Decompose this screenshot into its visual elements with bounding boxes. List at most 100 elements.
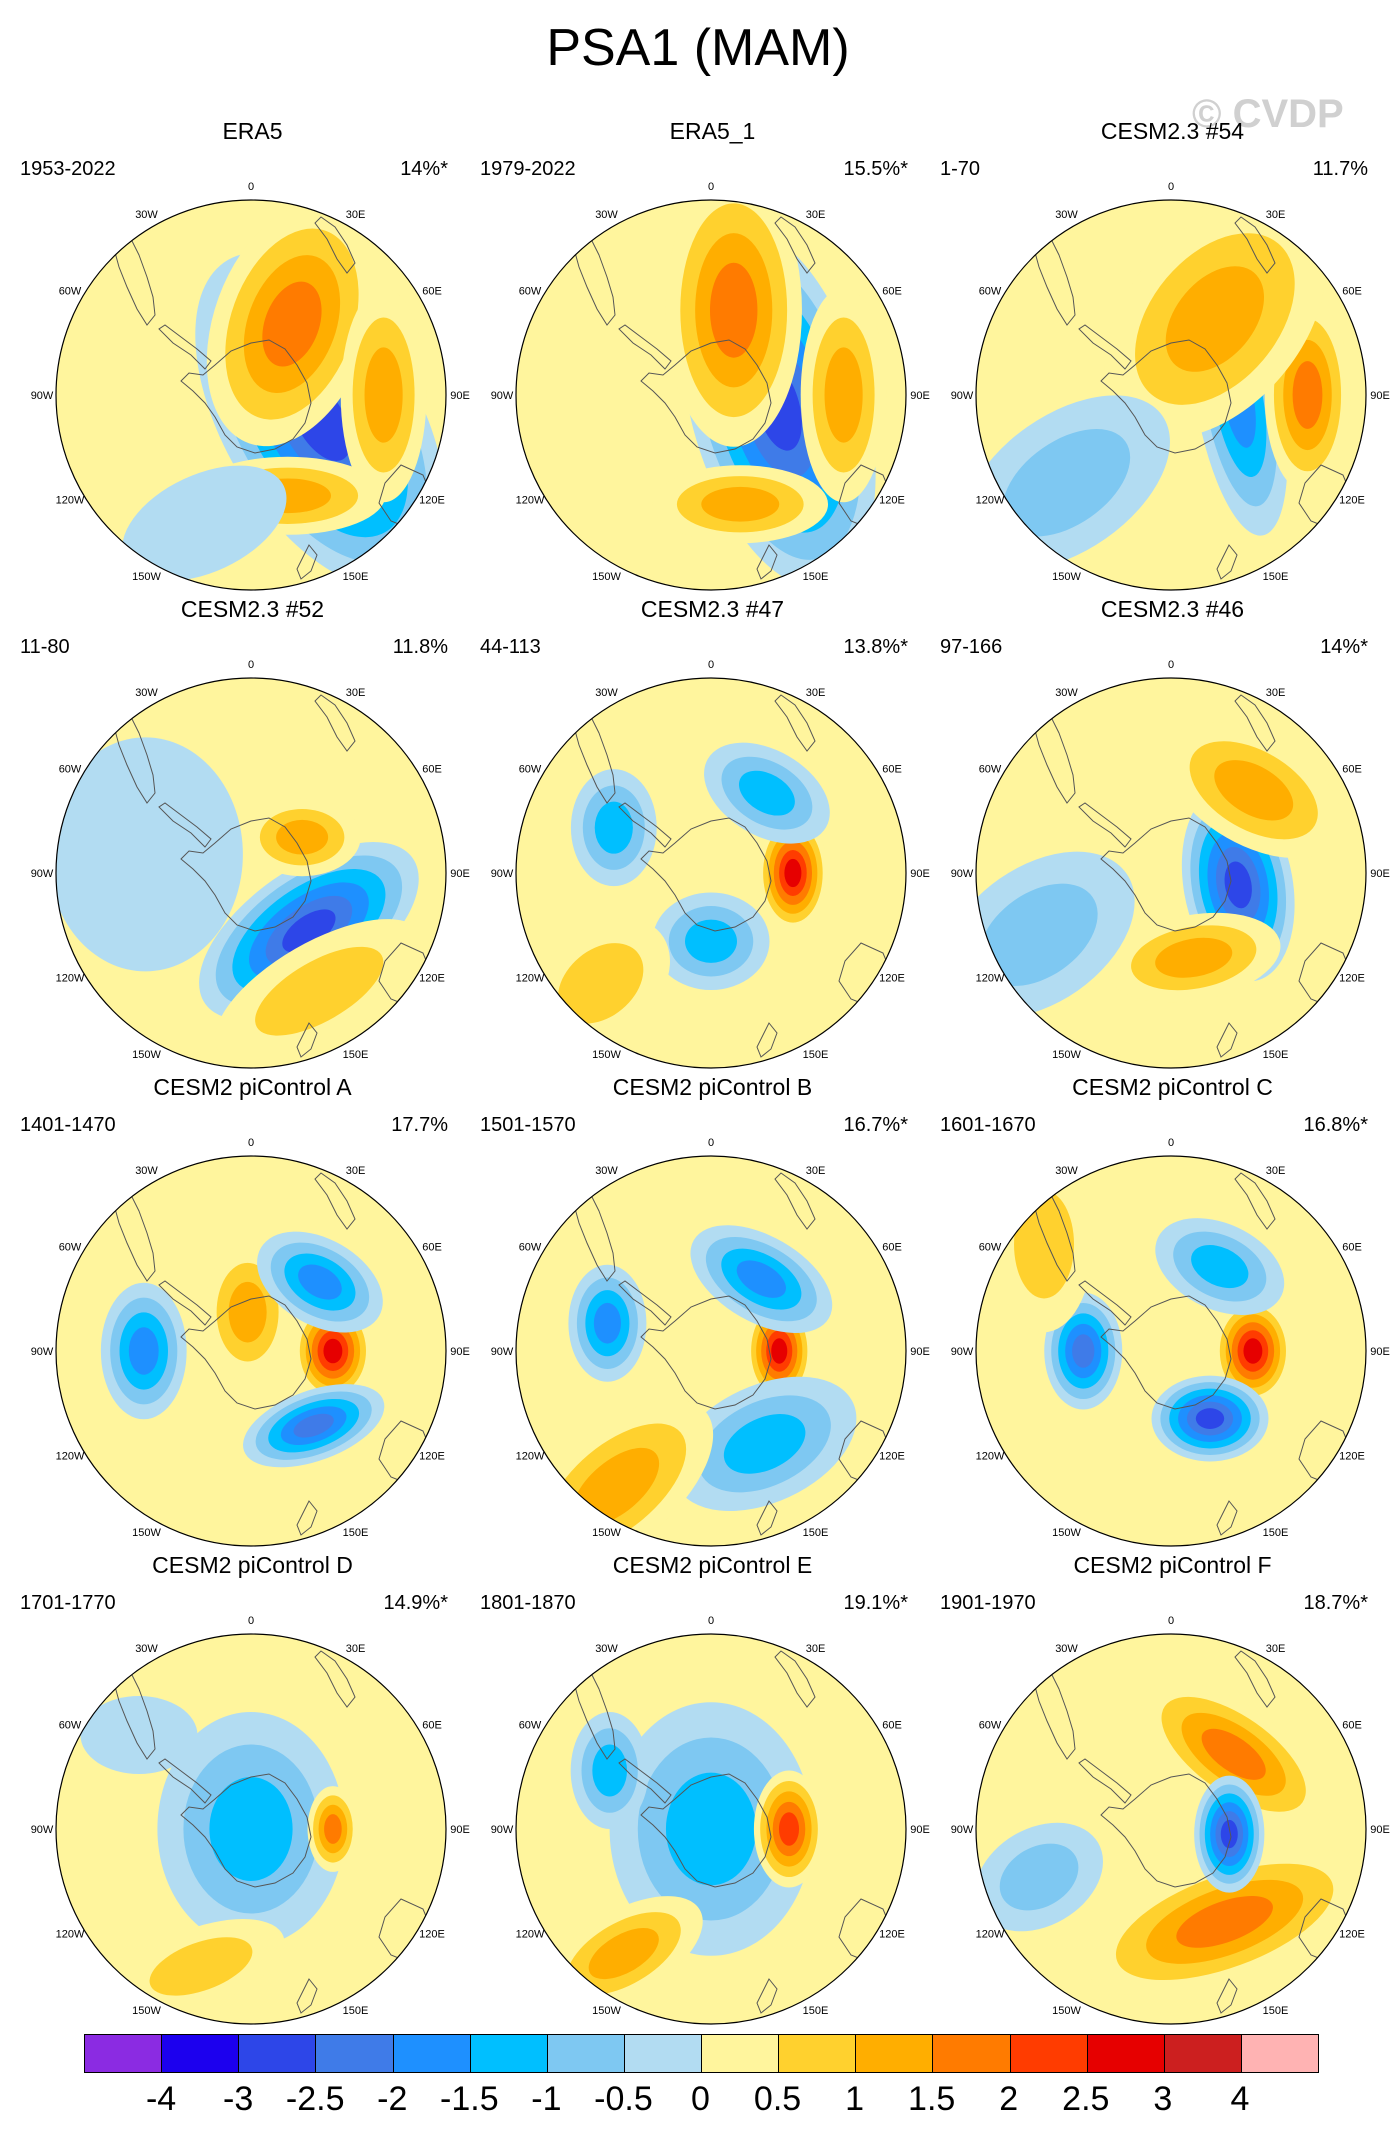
map-panel: 030E60E90E120E150E180150W120W90W60W30WCE… — [940, 596, 1396, 1072]
longitude-label: 0 — [1168, 1137, 1174, 1149]
panel-years: 1953-2022 — [20, 158, 116, 180]
positive-anomaly-contour — [572, 1447, 660, 1526]
map-panel: 030E60E90E120E150E180150W120W90W60W30WCE… — [940, 1552, 1396, 2028]
longitude-label: 120W — [976, 973, 1005, 985]
colorbar-tick-label: -2 — [377, 2080, 408, 2118]
map-boundary — [515, 1155, 907, 1547]
coastline — [640, 339, 772, 454]
panel-variance-pct: 16.7%* — [843, 1114, 909, 1136]
longitude-label: 120W — [56, 1929, 85, 1941]
coastline — [618, 1280, 672, 1326]
coastline — [618, 324, 672, 370]
map-panel: 030E60E90E120E150E180150W120W90W60W30WER… — [20, 118, 485, 594]
longitude-label: 30E — [1266, 1165, 1286, 1177]
negative-anomaly-contour — [685, 919, 737, 963]
colorbar-tick-label: -4 — [145, 2080, 177, 2118]
coastline — [756, 1022, 778, 1058]
longitude-label: 120E — [879, 495, 905, 507]
coastline — [158, 1280, 212, 1326]
colorbar-tick-label: -1.5 — [440, 2080, 499, 2118]
longitude-label: 120W — [516, 1451, 545, 1463]
positive-anomaly-contour — [1176, 1896, 1273, 1948]
positive-anomaly-contour — [1155, 937, 1233, 978]
longitude-label: 150W — [1052, 1527, 1081, 1539]
longitude-label: 120W — [976, 1929, 1005, 1941]
coastline — [158, 802, 212, 848]
coastline — [296, 1500, 318, 1536]
panel-years: 1979-2022 — [480, 158, 576, 180]
positive-anomaly-contour — [323, 1338, 343, 1364]
polar-map: 030E60E90E120E150E180150W120W90W60W30W — [951, 1615, 1390, 2025]
positive-anomaly-contour — [1243, 1338, 1263, 1364]
longitude-label: 30W — [135, 1165, 158, 1177]
colorbar-swatch — [546, 2035, 624, 2072]
panel-years: 1401-1470 — [20, 1114, 116, 1136]
longitude-label: 120W — [516, 495, 545, 507]
coastline — [774, 694, 816, 752]
negative-anomaly-contour — [593, 1302, 621, 1344]
longitude-label: 0 — [708, 181, 714, 193]
colorbar-swatch — [315, 2035, 393, 2072]
polar-map: 030E60E90E120E150E180150W120W90W60W30W — [491, 181, 930, 591]
longitude-label: 30E — [806, 1165, 826, 1177]
negative-anomaly-contour — [738, 770, 795, 816]
panel-title: CESM2.3 #52 — [180, 596, 325, 622]
longitude-label: 90E — [1370, 1824, 1390, 1836]
positive-anomaly-contour — [276, 819, 329, 855]
longitude-label: 150W — [132, 1527, 161, 1539]
longitude-label: 90W — [491, 1824, 514, 1836]
longitude-label: 60E — [882, 1720, 902, 1732]
panel-title: CESM2.3 #46 — [1100, 596, 1245, 622]
coastline — [1100, 1773, 1232, 1888]
positive-anomaly-contour — [771, 1338, 788, 1364]
longitude-label: 150E — [803, 2005, 829, 2017]
panel-title: CESM2.3 #54 — [1100, 118, 1245, 144]
longitude-label: 30E — [806, 687, 826, 699]
longitude-label: 150W — [592, 2005, 621, 2017]
longitude-label: 120W — [56, 1451, 85, 1463]
longitude-label: 150E — [343, 1049, 369, 1061]
map-panel: 030E60E90E120E150E180150W120W90W60W30WER… — [480, 118, 945, 594]
page-title: PSA1 (MAM) — [546, 19, 850, 77]
longitude-label: 120W — [56, 973, 85, 985]
panel-variance-pct: 17.7% — [391, 1114, 448, 1136]
longitude-label: 60E — [882, 286, 902, 298]
coastline — [1078, 324, 1132, 370]
longitude-label: 150E — [1263, 1527, 1289, 1539]
coastline — [756, 1500, 778, 1536]
panel-years: 97-166 — [940, 636, 1003, 658]
longitude-label: 0 — [708, 1615, 714, 1627]
coastline — [1100, 1295, 1232, 1410]
longitude-label: 30W — [1055, 209, 1078, 221]
coastline — [180, 1773, 312, 1888]
longitude-label: 120W — [516, 1929, 545, 1941]
map-panel: 030E60E90E120E150E180150W120W90W60W30WCE… — [20, 1074, 485, 1550]
panel-variance-pct: 14%* — [400, 158, 448, 180]
negative-anomaly-contour — [979, 883, 1098, 986]
coastline — [1234, 216, 1276, 274]
negative-anomaly-contour — [665, 1772, 757, 1886]
colorbar-tick-label: -2.5 — [285, 2080, 345, 2118]
longitude-label: 150W — [1052, 1049, 1081, 1061]
positive-anomaly-contour — [149, 1937, 253, 1996]
longitude-label: 120E — [879, 1929, 905, 1941]
colorbar-tick-label: 3 — [1153, 2080, 1173, 2118]
colorbar-tick-label: 2 — [999, 2080, 1019, 2118]
longitude-label: 120E — [1339, 495, 1365, 507]
longitude-label: 90W — [951, 1824, 974, 1836]
panel-years: 1-70 — [940, 158, 981, 180]
negative-anomaly-contour — [293, 1413, 334, 1438]
colorbar-swatch — [855, 2035, 933, 2072]
coastline — [774, 216, 816, 274]
colorbar-tick-label: 2.5 — [1062, 2080, 1110, 2118]
coastline — [774, 1650, 816, 1708]
longitude-label: 150W — [1052, 571, 1081, 583]
longitude-label: 90E — [910, 390, 930, 402]
map-boundary — [55, 677, 447, 1069]
colorbar-swatch — [701, 2035, 779, 2072]
panel-title: ERA5 — [222, 118, 283, 144]
longitude-label: 0 — [248, 181, 254, 193]
panel-title: CESM2 piControl F — [1073, 1552, 1272, 1578]
coastline — [1100, 339, 1232, 454]
longitude-label: 150E — [1263, 571, 1289, 583]
